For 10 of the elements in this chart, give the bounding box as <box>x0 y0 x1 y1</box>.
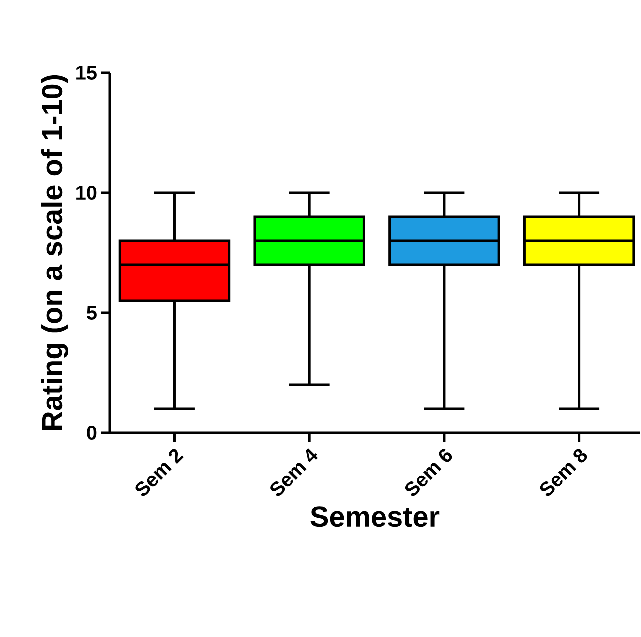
x-tick-label: Sem 8 <box>540 449 588 496</box>
y-tick-label: 10 <box>76 186 97 200</box>
y-axis-title: Rating (on a scale of 1-10) <box>41 75 68 430</box>
x-tick-label: Sem 2 <box>136 449 184 496</box>
x-tick-label: Sem 6 <box>405 449 452 496</box>
x-tick-label: Sem 4 <box>270 448 318 496</box>
y-tick-label: 5 <box>87 306 97 320</box>
y-tick-label: 15 <box>76 66 97 80</box>
x-axis-title: Semester <box>310 506 440 528</box>
y-tick-label: 0 <box>87 426 97 440</box>
